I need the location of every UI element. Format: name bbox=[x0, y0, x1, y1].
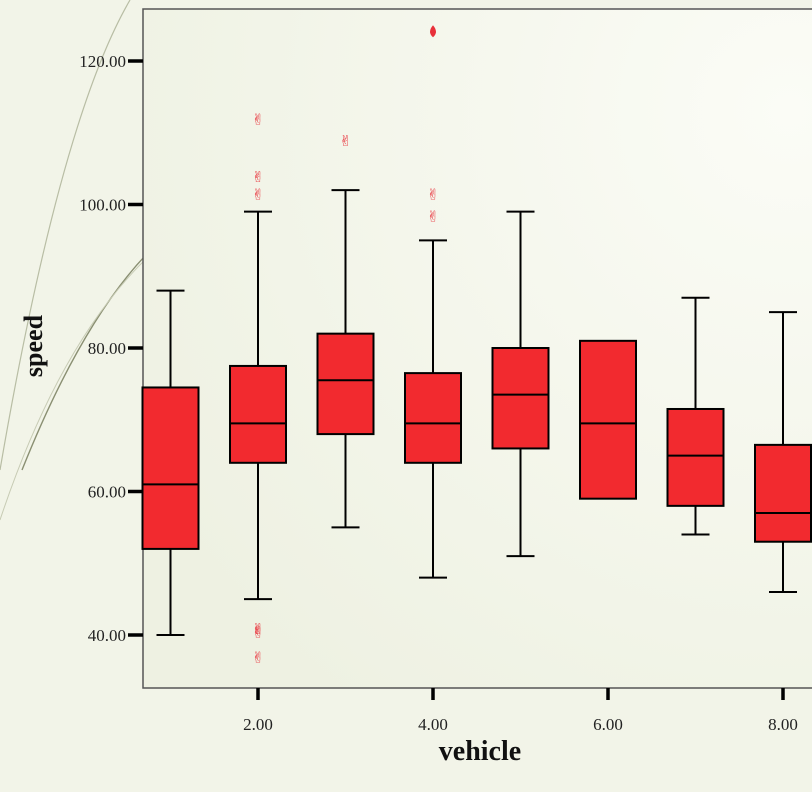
outlier-point: ✌ bbox=[252, 168, 265, 186]
outlier-point: ✌ bbox=[252, 186, 265, 204]
outlier-point: ✌ bbox=[427, 186, 440, 204]
plot-area bbox=[142, 8, 812, 689]
background-swoosh bbox=[0, 254, 151, 521]
x-tick-label: 8.00 bbox=[768, 715, 798, 734]
box-group-3: ✌ bbox=[316, 132, 375, 529]
x-axis: 2.00 4.00 6.00 8.00 bbox=[243, 688, 798, 734]
extreme-point bbox=[430, 25, 436, 38]
x-tick-label: 6.00 bbox=[593, 715, 623, 734]
y-tick-label: 40.00 bbox=[88, 626, 126, 645]
outlier-point: ✌ bbox=[252, 649, 265, 667]
box-group-4: ✌✌ bbox=[404, 186, 462, 579]
outlier-point: ✌ bbox=[427, 207, 440, 225]
box bbox=[579, 339, 637, 500]
box-group-2: ✌✌✌✌✌✌ bbox=[229, 110, 287, 667]
x-axis-title: vehicle bbox=[439, 736, 521, 767]
box bbox=[141, 386, 200, 550]
y-tick-label: 120.00 bbox=[79, 52, 126, 71]
box-group-1 bbox=[141, 289, 200, 636]
box-group-6 bbox=[579, 339, 637, 500]
box-group-8 bbox=[754, 311, 812, 593]
y-axis: 40.00 60.00 80.00 100.00 120.00 bbox=[79, 52, 143, 645]
outlier-point: ✌ bbox=[252, 110, 265, 128]
outlier-point: ✌ bbox=[339, 132, 352, 150]
box-group-7 bbox=[666, 296, 725, 536]
box bbox=[229, 364, 287, 464]
x-tick-label: 2.00 bbox=[243, 715, 273, 734]
boxes: ✌✌✌✌✌✌✌✌✌ bbox=[141, 25, 812, 667]
box-group-5 bbox=[491, 210, 550, 558]
y-tick-label: 80.00 bbox=[88, 339, 126, 358]
box bbox=[754, 443, 812, 543]
y-tick-label: 100.00 bbox=[79, 196, 126, 215]
outlier-point: ✌ bbox=[252, 620, 265, 638]
outlier-point: ✌ bbox=[252, 623, 265, 641]
box bbox=[666, 407, 725, 507]
y-tick-label: 60.00 bbox=[88, 483, 126, 502]
box bbox=[404, 372, 462, 464]
box bbox=[491, 347, 550, 450]
y-axis-title: speed bbox=[19, 314, 48, 377]
x-tick-label: 4.00 bbox=[418, 715, 448, 734]
box bbox=[316, 332, 375, 436]
background-swoosh bbox=[0, 0, 131, 471]
